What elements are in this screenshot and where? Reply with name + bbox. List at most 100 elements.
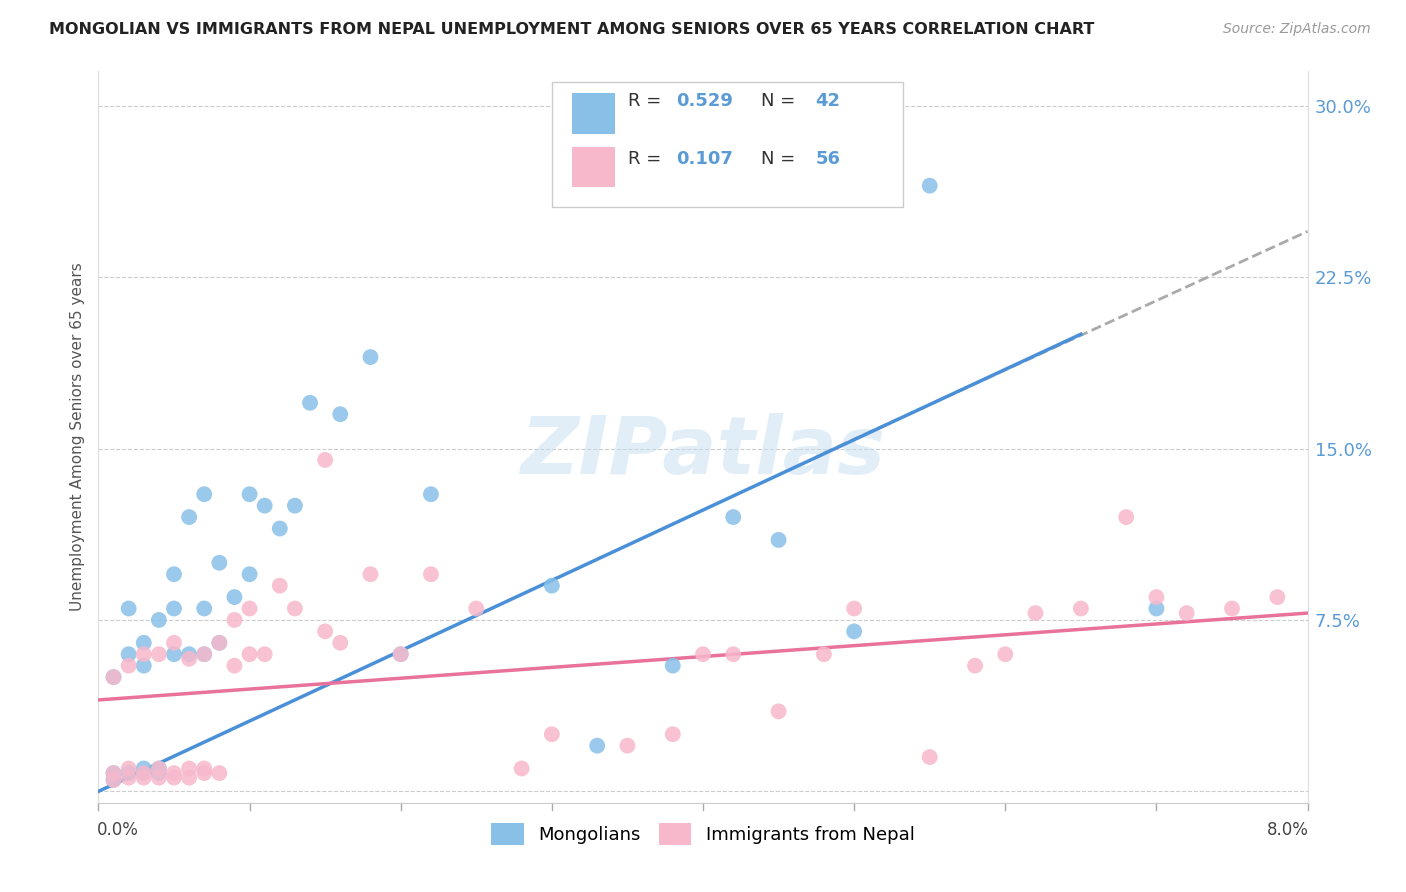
Point xyxy=(661,658,683,673)
Point xyxy=(360,350,382,364)
Point xyxy=(132,658,155,673)
Point xyxy=(420,567,443,582)
Point xyxy=(510,762,533,776)
Point xyxy=(179,652,201,666)
Point xyxy=(163,636,186,650)
Point xyxy=(148,647,170,661)
Point xyxy=(540,727,562,741)
Point xyxy=(193,647,215,661)
Point xyxy=(253,499,276,513)
Point xyxy=(329,636,352,650)
Point xyxy=(329,407,352,421)
Point xyxy=(193,762,215,776)
Point xyxy=(1175,606,1198,620)
Point xyxy=(284,601,307,615)
Point xyxy=(314,624,336,639)
Point xyxy=(148,762,170,776)
Point xyxy=(844,601,866,615)
Text: R =: R = xyxy=(628,150,666,168)
Point xyxy=(103,772,125,787)
Point xyxy=(132,766,155,780)
Point xyxy=(208,556,231,570)
Point xyxy=(253,647,276,661)
Point xyxy=(965,658,987,673)
Point xyxy=(132,636,155,650)
Point xyxy=(118,762,141,776)
Point xyxy=(269,579,291,593)
Point xyxy=(193,766,215,780)
Y-axis label: Unemployment Among Seniors over 65 years: Unemployment Among Seniors over 65 years xyxy=(69,263,84,611)
Point xyxy=(918,178,941,193)
Point xyxy=(224,658,246,673)
Text: R =: R = xyxy=(628,92,666,110)
Text: ZIPatlas: ZIPatlas xyxy=(520,413,886,491)
Point xyxy=(163,766,186,780)
Point xyxy=(148,766,170,780)
Point xyxy=(768,533,790,547)
Point xyxy=(208,636,231,650)
Point xyxy=(179,647,201,661)
Point xyxy=(132,771,155,785)
Point xyxy=(1146,590,1168,604)
Point xyxy=(103,766,125,780)
Point xyxy=(360,567,382,582)
Point xyxy=(1220,601,1243,615)
Point xyxy=(179,771,201,785)
Point xyxy=(224,590,246,604)
Point xyxy=(299,396,322,410)
Point xyxy=(239,647,262,661)
Bar xyxy=(572,94,614,134)
Point xyxy=(163,601,186,615)
Bar xyxy=(572,146,614,187)
Point xyxy=(269,521,291,535)
Point xyxy=(148,762,170,776)
Point xyxy=(118,771,141,785)
Point xyxy=(723,510,745,524)
Text: 0.529: 0.529 xyxy=(676,92,734,110)
Point xyxy=(1115,510,1137,524)
Point xyxy=(132,762,155,776)
Point xyxy=(661,727,683,741)
Text: N =: N = xyxy=(761,150,801,168)
Text: 56: 56 xyxy=(815,150,841,168)
Point xyxy=(616,739,638,753)
Point xyxy=(918,750,941,764)
Point xyxy=(1070,601,1092,615)
Point xyxy=(420,487,443,501)
Point xyxy=(163,647,186,661)
Point xyxy=(540,579,562,593)
Point xyxy=(1146,601,1168,615)
Point xyxy=(389,647,412,661)
Point xyxy=(179,762,201,776)
Point xyxy=(103,670,125,684)
Point xyxy=(586,739,609,753)
Text: 42: 42 xyxy=(815,92,841,110)
Point xyxy=(239,487,262,501)
Point xyxy=(723,647,745,661)
Point xyxy=(103,766,125,780)
Point xyxy=(193,601,215,615)
Point xyxy=(103,670,125,684)
Point xyxy=(768,705,790,719)
Point xyxy=(813,647,835,661)
Point xyxy=(224,613,246,627)
Text: 0.107: 0.107 xyxy=(676,150,734,168)
Point xyxy=(239,601,262,615)
Point xyxy=(465,601,488,615)
Text: MONGOLIAN VS IMMIGRANTS FROM NEPAL UNEMPLOYMENT AMONG SENIORS OVER 65 YEARS CORR: MONGOLIAN VS IMMIGRANTS FROM NEPAL UNEMP… xyxy=(49,22,1095,37)
Point xyxy=(284,499,307,513)
Point xyxy=(994,647,1017,661)
Point xyxy=(118,601,141,615)
Text: Source: ZipAtlas.com: Source: ZipAtlas.com xyxy=(1223,22,1371,37)
Point xyxy=(179,510,201,524)
Point xyxy=(118,647,141,661)
Point xyxy=(118,658,141,673)
Point xyxy=(118,766,141,780)
Point xyxy=(1267,590,1289,604)
Point xyxy=(1025,606,1047,620)
Point xyxy=(193,647,215,661)
Point xyxy=(163,567,186,582)
Point xyxy=(389,647,412,661)
Text: 0.0%: 0.0% xyxy=(97,821,139,839)
Text: N =: N = xyxy=(761,92,801,110)
